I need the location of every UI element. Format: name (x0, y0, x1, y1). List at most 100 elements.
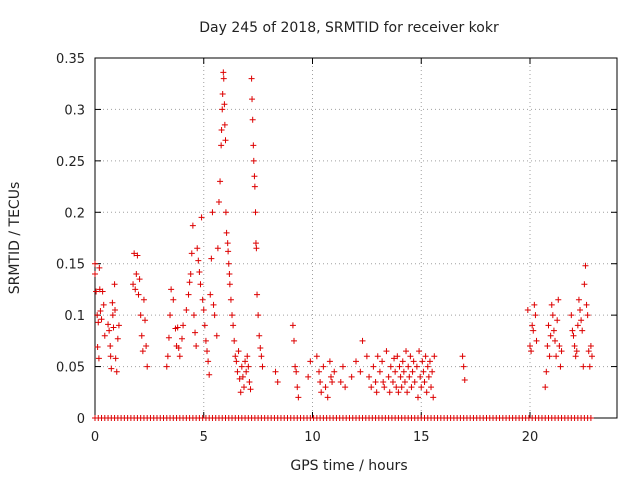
y-tick-label: 0.05 (56, 361, 85, 376)
data-point (396, 363, 403, 370)
data-point (195, 257, 202, 264)
data-point (196, 268, 203, 275)
data-point (115, 322, 122, 329)
data-point (140, 296, 147, 303)
data-point (572, 353, 579, 360)
data-point (248, 75, 255, 82)
data-point (574, 322, 581, 329)
data-point (240, 384, 247, 391)
data-point (391, 355, 398, 362)
data-point (98, 316, 105, 323)
data-point (460, 363, 467, 370)
data-point (553, 353, 560, 360)
data-point (243, 368, 250, 375)
data-points (92, 69, 595, 421)
data-point (252, 240, 259, 247)
data-point (236, 375, 243, 382)
data-point (317, 379, 324, 385)
data-point (237, 389, 244, 396)
data-point (101, 332, 108, 339)
data-point (395, 389, 402, 396)
data-point (579, 327, 586, 334)
data-point (144, 363, 151, 370)
data-point (113, 368, 120, 375)
data-point (95, 319, 102, 326)
y-tick-label: 0.2 (64, 206, 85, 221)
data-point (337, 379, 344, 385)
data-point (202, 337, 209, 344)
data-point (250, 142, 257, 149)
data-point (112, 355, 119, 362)
data-point (249, 116, 256, 123)
data-point (197, 281, 204, 288)
data-point (313, 353, 320, 360)
data-point (175, 345, 182, 352)
data-point (429, 368, 436, 375)
y-tick-label: 0 (77, 412, 85, 427)
data-point (247, 386, 254, 393)
data-point (259, 363, 266, 370)
data-point (142, 317, 149, 324)
data-point (209, 209, 216, 216)
data-point (200, 307, 207, 313)
data-point (423, 389, 430, 396)
data-point (97, 308, 104, 315)
data-point (316, 368, 323, 375)
data-point (580, 363, 587, 370)
data-point (385, 373, 392, 380)
data-point (424, 363, 431, 370)
data-point (174, 324, 181, 331)
data-point (318, 389, 325, 396)
data-point (342, 384, 349, 391)
data-point (110, 324, 117, 331)
data-point (421, 379, 428, 385)
data-point (134, 252, 141, 259)
data-point (176, 353, 183, 360)
x-tick-label: 20 (522, 430, 539, 445)
x-tick-label: 5 (200, 430, 208, 445)
data-point (425, 373, 432, 380)
data-point (135, 291, 142, 298)
data-point (204, 348, 211, 355)
data-point (223, 229, 230, 236)
data-point (389, 379, 396, 385)
data-point (249, 96, 256, 103)
data-point (555, 296, 562, 303)
data-point (549, 312, 556, 319)
data-point (107, 353, 114, 360)
data-point (254, 291, 261, 298)
data-point (568, 312, 575, 319)
data-point (257, 345, 264, 352)
data-point (581, 281, 588, 288)
data-point (234, 368, 241, 375)
data-point (225, 248, 232, 255)
data-point (93, 288, 100, 295)
data-point (163, 363, 170, 370)
data-point (411, 379, 418, 385)
data-point (544, 343, 551, 349)
data-point (139, 348, 146, 355)
data-point (226, 271, 233, 277)
data-point (239, 373, 246, 380)
data-point (305, 373, 312, 380)
data-point (109, 312, 116, 319)
data-point (214, 245, 221, 252)
data-point (556, 343, 563, 349)
data-point (107, 343, 114, 349)
data-point (131, 250, 138, 257)
data-point (258, 353, 265, 360)
data-point (353, 358, 359, 365)
data-point (252, 209, 259, 216)
data-point (359, 337, 366, 344)
data-point (381, 384, 388, 391)
data-point (546, 353, 553, 360)
data-point (274, 379, 281, 385)
data-point (218, 142, 225, 149)
data-point (413, 363, 420, 370)
data-point (372, 379, 379, 385)
data-point (231, 337, 238, 344)
data-point (96, 264, 103, 271)
ticks: 0 0.05 0.1 0.15 0.2 0.25 0.3 0.35 0 5 10 15 20 (56, 52, 617, 445)
data-point (218, 127, 225, 133)
